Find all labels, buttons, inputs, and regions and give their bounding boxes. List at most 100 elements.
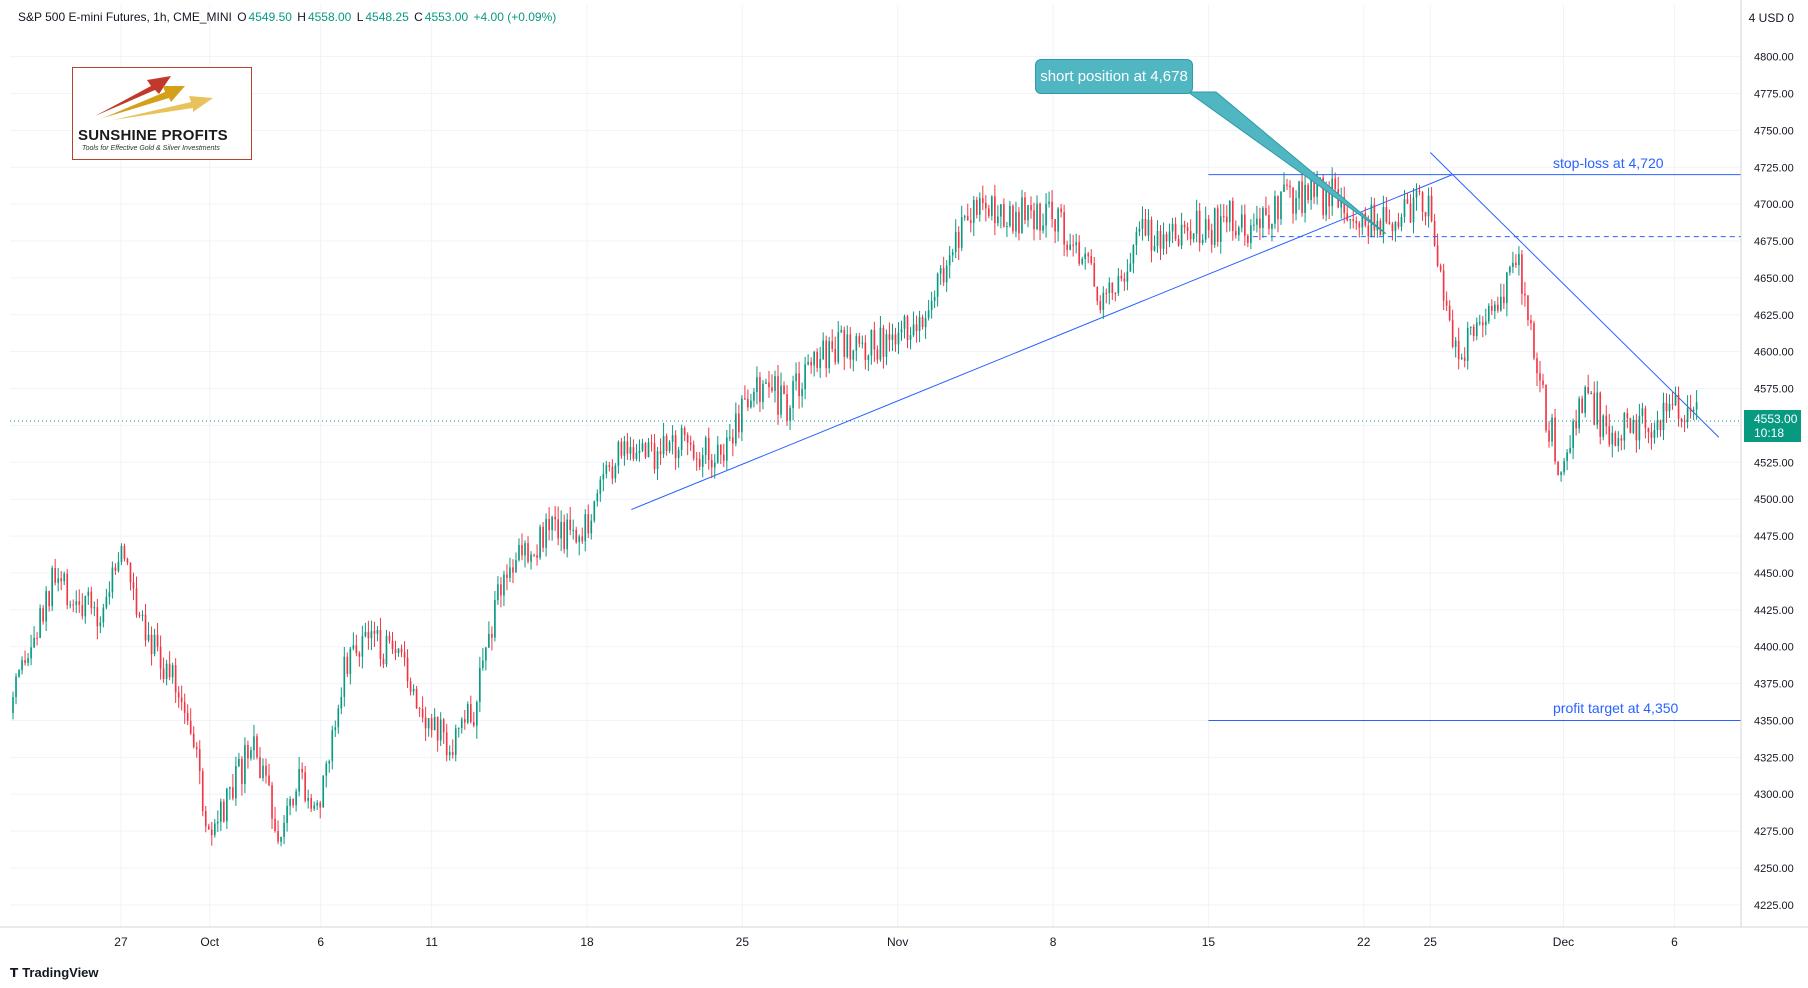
candle — [647, 438, 650, 458]
candle — [1340, 187, 1343, 219]
candle — [301, 762, 303, 780]
candle-body — [1168, 231, 1171, 242]
candle-body — [1617, 438, 1620, 446]
candle — [331, 725, 334, 770]
y-tick-label: 4675.00 — [1754, 236, 1794, 248]
candle — [1478, 314, 1481, 326]
candle — [614, 463, 617, 483]
candle-body — [494, 600, 496, 638]
callout-pointer — [1186, 91, 1387, 235]
candle-body — [1427, 195, 1430, 217]
candle-body — [1382, 207, 1385, 236]
candle — [1484, 308, 1487, 336]
candle — [1388, 209, 1391, 225]
candle-body — [1271, 223, 1273, 229]
candle-body — [957, 231, 960, 248]
candle — [981, 185, 984, 211]
candle — [716, 436, 719, 464]
candle — [439, 712, 442, 747]
candle-body — [1153, 245, 1156, 251]
candle-body — [1195, 210, 1198, 234]
candle — [1403, 189, 1406, 223]
stop-loss-label[interactable]: stop-loss at 4,720 — [1553, 155, 1664, 171]
candle — [1174, 217, 1177, 242]
candle-body — [852, 350, 855, 360]
candle-body — [1111, 282, 1114, 293]
candle-body — [1692, 409, 1695, 412]
candle-body — [885, 334, 888, 357]
profit-target-label[interactable]: profit target at 4,350 — [1553, 700, 1679, 716]
candle-body — [575, 529, 578, 543]
candle — [1003, 198, 1005, 228]
candle-body — [1225, 216, 1228, 223]
candle-body — [1506, 272, 1508, 304]
candle-body — [1557, 461, 1559, 475]
candle — [1629, 417, 1632, 434]
candle-body — [1683, 421, 1686, 423]
candle-body — [1283, 184, 1285, 192]
candle — [277, 820, 279, 845]
candle — [960, 205, 963, 252]
price-axis[interactable]: 4225.00 4250.00 4275.00 4300.00 4325.00 4350.… — [1740, 0, 1808, 988]
candle-body — [334, 727, 337, 731]
candle-body — [189, 720, 192, 734]
candle — [1677, 386, 1680, 427]
candle-body — [1147, 219, 1150, 236]
candle-body — [1352, 219, 1355, 222]
tradingview-brand[interactable]: 𝗧 TradingView — [10, 965, 99, 980]
candle-body — [867, 355, 870, 361]
candle-body — [704, 437, 707, 456]
candle-body — [1021, 197, 1023, 234]
candle-body — [611, 466, 614, 479]
candle-body — [111, 567, 114, 593]
candle-body — [1057, 208, 1059, 232]
candle — [135, 576, 138, 618]
candle — [1343, 186, 1346, 224]
candle — [988, 204, 990, 219]
logo-arrow-icon — [95, 76, 213, 120]
candle-body — [1183, 224, 1186, 228]
time-axis[interactable]: 27 Oct 6 11 18 25 Nov 8 15 22 25 Dec 6 — [0, 926, 1808, 949]
candle — [1605, 405, 1608, 435]
candle — [117, 552, 120, 573]
candle-body — [298, 768, 300, 792]
candle-body — [722, 454, 725, 461]
candle — [575, 526, 578, 544]
candle-body — [69, 604, 72, 606]
candle-body — [771, 387, 773, 391]
candle-body — [87, 591, 90, 596]
candle — [1599, 391, 1602, 445]
candle — [355, 634, 358, 657]
candle — [479, 656, 481, 713]
candle-body — [897, 332, 900, 345]
candle — [265, 758, 267, 784]
candle — [888, 322, 891, 352]
candle-body — [138, 614, 141, 616]
currency-label[interactable]: 4 USD 0 — [1748, 11, 1794, 25]
candle-body — [186, 712, 189, 721]
candle — [1608, 413, 1611, 447]
candle — [1457, 327, 1460, 370]
candle-body — [500, 584, 502, 596]
candle — [90, 586, 93, 615]
candle-body — [972, 199, 975, 223]
y-tick-label: 4450.00 — [1754, 568, 1794, 580]
candle — [210, 821, 213, 846]
candle-body — [457, 728, 460, 730]
short-position-callout[interactable]: short position at 4,678 — [1035, 59, 1193, 94]
candle — [924, 311, 927, 339]
candle-body — [1424, 211, 1427, 217]
candle-body — [485, 647, 487, 661]
candle — [732, 428, 734, 457]
candle — [427, 717, 430, 737]
candle-body — [460, 719, 463, 729]
candle-body — [1024, 197, 1026, 221]
candle — [1093, 256, 1096, 287]
candle — [828, 336, 831, 374]
candle — [1081, 256, 1084, 266]
candle-body — [777, 376, 779, 415]
candle — [638, 439, 641, 462]
candle-body — [963, 216, 966, 218]
candle — [466, 701, 469, 725]
